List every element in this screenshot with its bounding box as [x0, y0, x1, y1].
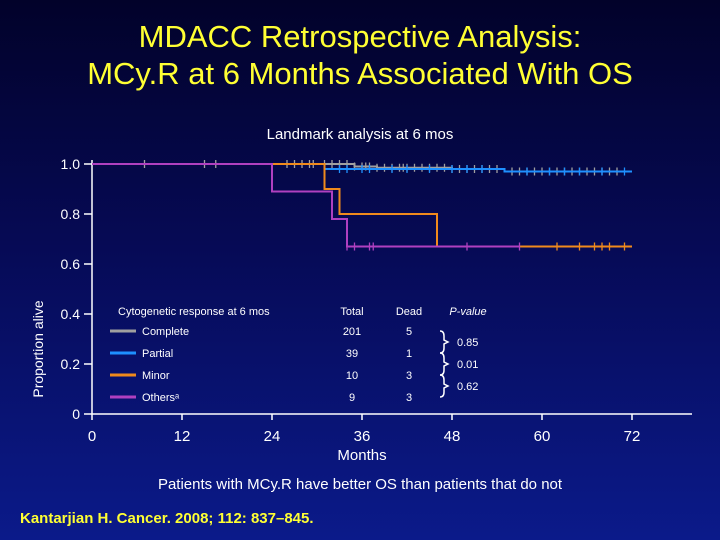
- x-tick-label: 48: [444, 428, 461, 445]
- legend-dead: 5: [406, 326, 412, 338]
- legend-pvalue-bracket: [439, 330, 450, 354]
- legend-row-label: Minor: [142, 370, 170, 382]
- y-tick-label: 0: [72, 406, 80, 422]
- legend-pvalue: 0.01: [457, 359, 478, 371]
- legend-pvalue-bracket: [439, 352, 450, 376]
- x-tick-label: 36: [354, 428, 371, 445]
- legend-column-header: Dead: [396, 306, 422, 318]
- legend-row-label: Othersᵃ: [142, 392, 180, 404]
- footer-note: Patients with MCy.R have better OS than …: [157, 476, 563, 493]
- title-line-2: MCy.R at 6 Months Associated With OS: [87, 56, 633, 91]
- legend-total: 39: [346, 348, 358, 360]
- y-tick-label: 1.0: [61, 156, 81, 172]
- x-axis-label: Months: [337, 447, 386, 464]
- legend-total: 10: [346, 370, 358, 382]
- series-line: [92, 163, 520, 248]
- legend-pvalue: 0.62: [457, 381, 478, 393]
- title-line-1: MDACC Retrospective Analysis:: [138, 19, 582, 54]
- legend-dead: 3: [406, 370, 412, 382]
- y-tick-label: 0.4: [61, 306, 81, 322]
- chart-subtitle: Landmark analysis at 6 mos: [266, 126, 454, 143]
- citation: Kantarjian H. Cancer. 2008; 112: 837–845…: [20, 510, 314, 527]
- x-tick-label: 0: [88, 428, 96, 445]
- y-axis-label: Proportion alive: [30, 300, 46, 397]
- legend-column-header: Total: [340, 306, 363, 318]
- y-tick-label: 0.8: [61, 206, 81, 222]
- y-tick-label: 0.6: [61, 256, 81, 272]
- series-line: [92, 163, 632, 248]
- legend-column-header: P-value: [449, 306, 486, 318]
- x-tick-label: 12: [174, 428, 191, 445]
- legend-total: 201: [343, 326, 361, 338]
- legend-dead: 3: [406, 392, 412, 404]
- x-tick-label: 72: [624, 428, 641, 445]
- legend-row-label: Partial: [142, 348, 173, 360]
- legend-row-label: Complete: [142, 326, 189, 338]
- x-tick-label: 60: [534, 428, 551, 445]
- x-tick-label: 24: [264, 428, 281, 445]
- legend-header: Cytogenetic response at 6 mos: [118, 306, 270, 318]
- legend-dead: 1: [406, 348, 412, 360]
- legend-pvalue: 0.85: [457, 337, 478, 349]
- y-tick-label: 0.2: [61, 356, 81, 372]
- legend-total: 9: [349, 392, 355, 404]
- legend-pvalue-bracket: [439, 374, 450, 398]
